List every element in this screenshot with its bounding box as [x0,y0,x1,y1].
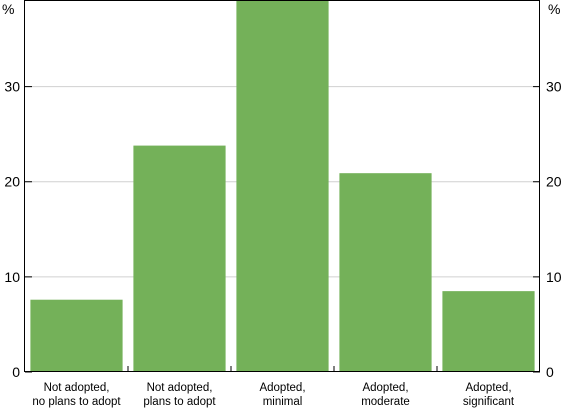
axes: 0 0 10 10 20 20 30 30 [4,79,561,380]
y-unit-left: % [2,1,14,17]
bar [442,291,535,372]
category-label: Adopted, significant [463,382,515,408]
bar [236,1,329,372]
category-label: Adopted, minimal [259,382,305,408]
y-tick-label-left: 30 [4,79,20,95]
y-tick-label-right: 20 [546,174,562,190]
category-label: Not adopted, plans to adopt [143,382,216,408]
bars [30,1,535,372]
y-tick-label-left: 20 [4,174,20,190]
category-label: Not adopted, no plans to adopt [32,382,121,408]
bar [30,299,123,372]
bar [133,145,226,372]
category-labels: Not adopted, no plans to adopt Not adopted… [32,382,514,408]
y-tick-label-right: 10 [546,269,562,285]
category-label: Adopted, moderate [361,382,410,408]
y-tick-label-left: 0 [12,364,20,380]
y-tick-label-right: 0 [546,364,554,380]
y-tick-label-left: 10 [4,269,20,285]
y-unit-right: % [548,1,560,17]
bar [339,173,432,372]
plot-frame [24,0,540,372]
y-tick-label-right: 30 [546,79,562,95]
